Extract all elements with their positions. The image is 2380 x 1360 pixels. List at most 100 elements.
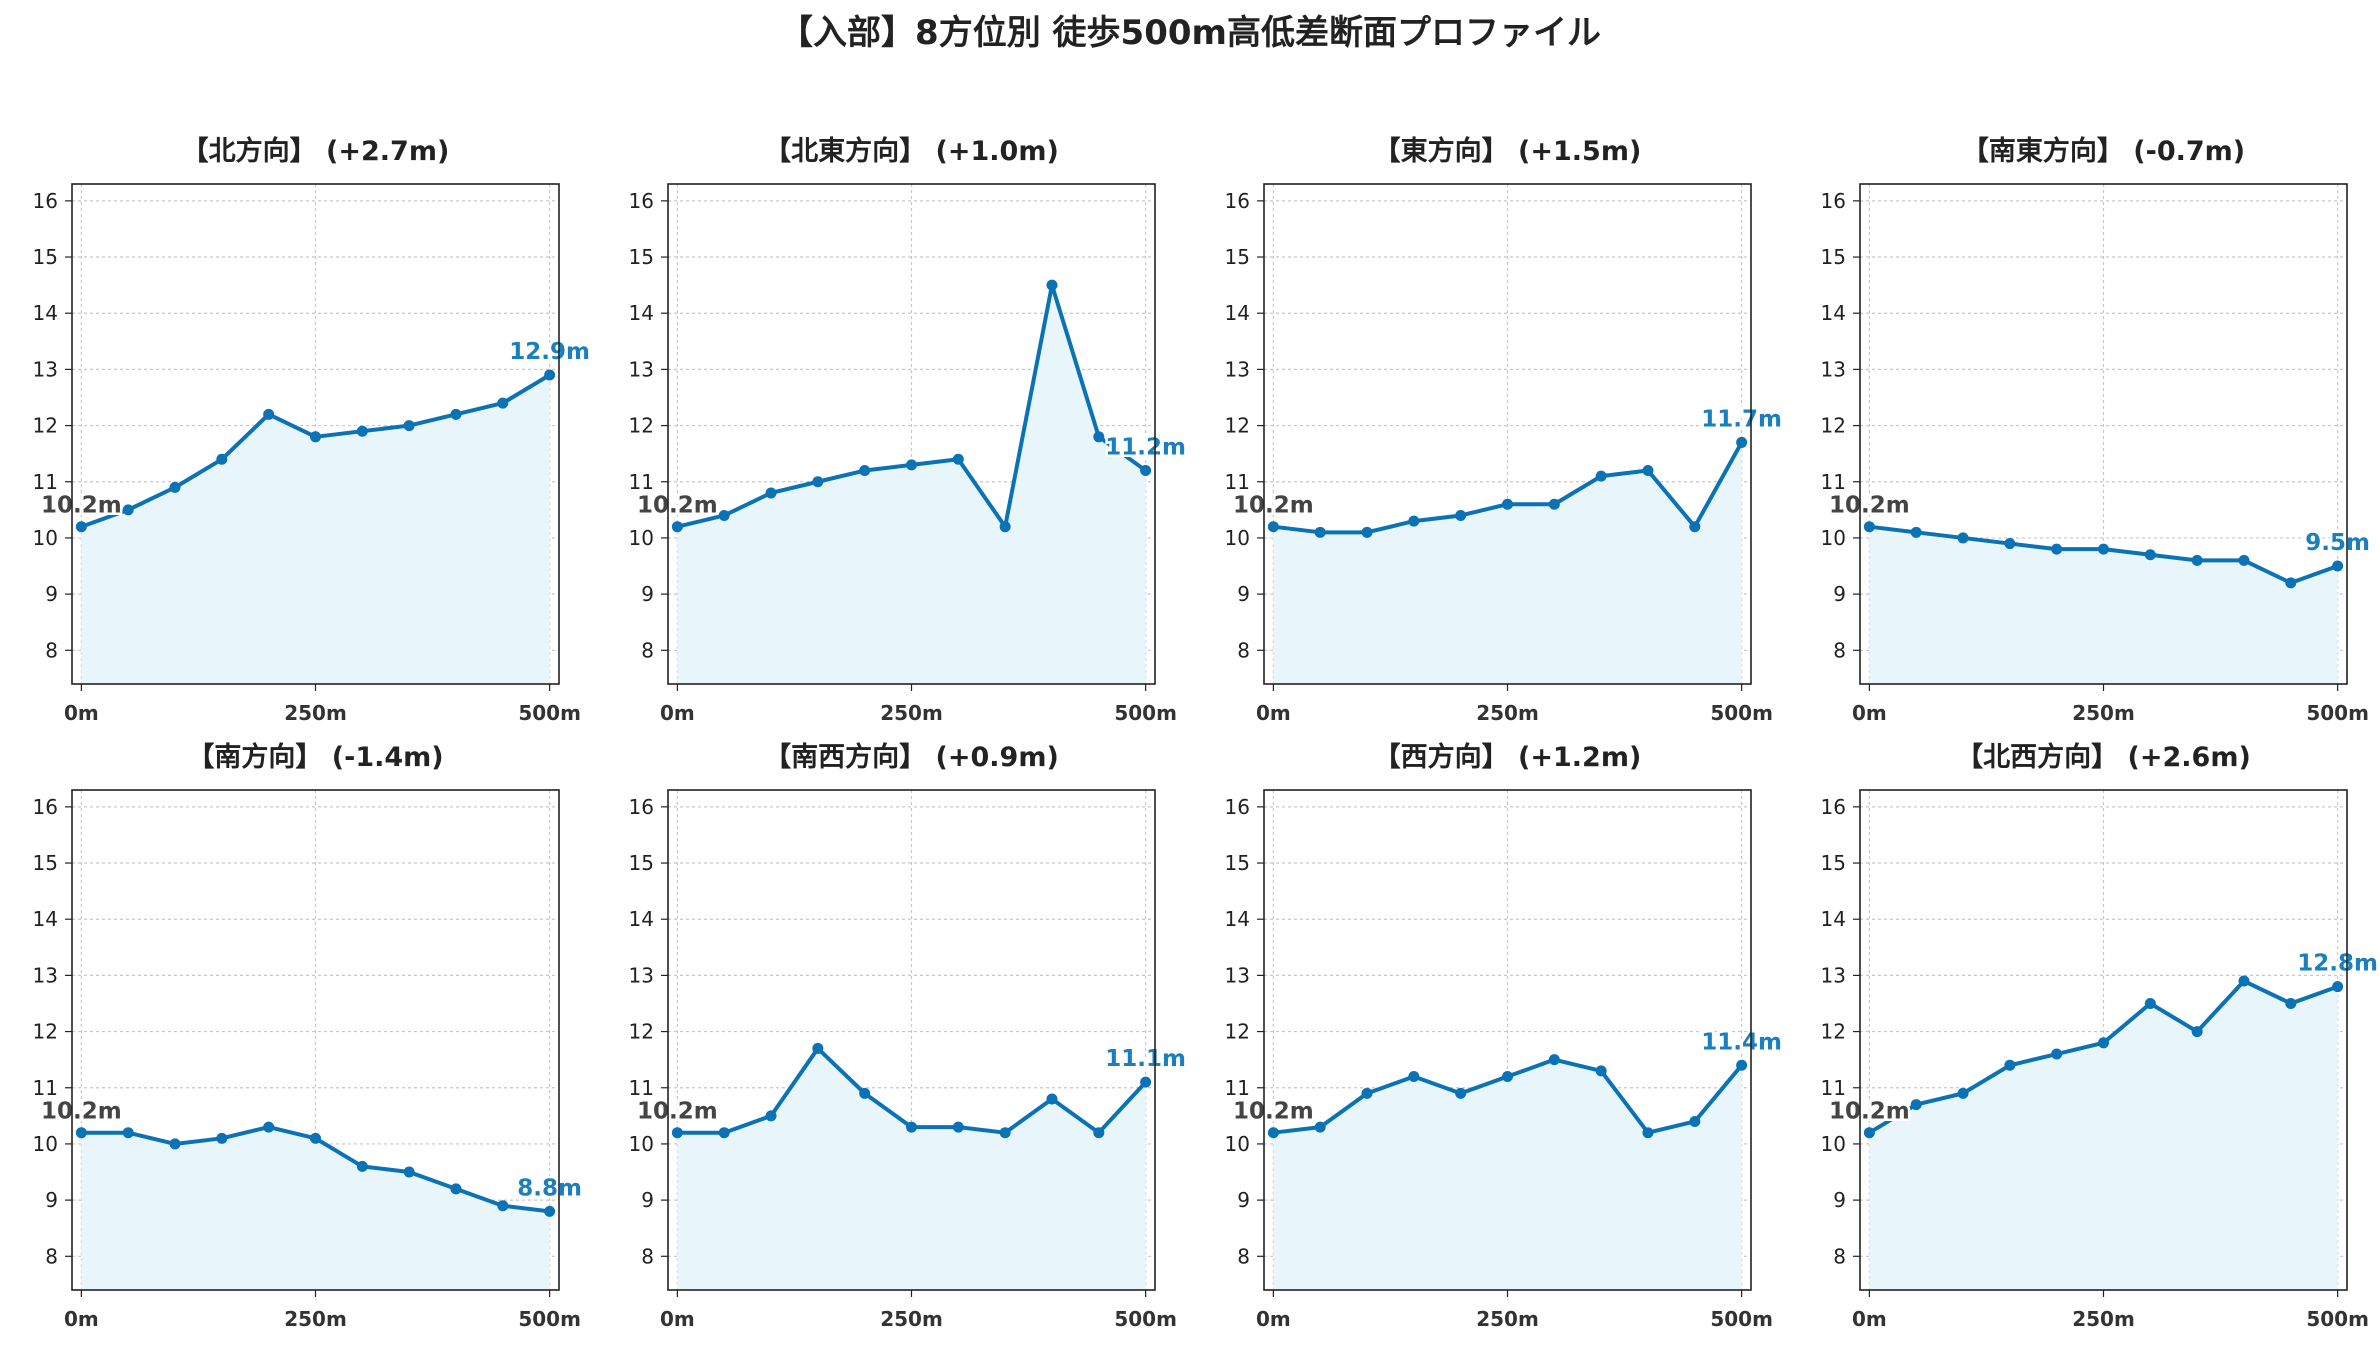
- y-tick-label: 13: [1821, 963, 1846, 987]
- data-point: [1548, 498, 1560, 510]
- data-point: [1140, 465, 1152, 477]
- x-tick-label: 0m: [660, 701, 695, 725]
- data-point: [2004, 1059, 2016, 1071]
- data-point: [765, 1110, 777, 1122]
- data-point: [1863, 1127, 1875, 1139]
- y-tick-label: 14: [33, 301, 58, 325]
- x-tick-label: 0m: [64, 1307, 99, 1331]
- data-point: [1910, 526, 1922, 538]
- y-tick-label: 12: [1225, 1020, 1250, 1044]
- data-point: [1314, 526, 1326, 538]
- x-tick-label: 250m: [284, 701, 347, 725]
- x-tick-label: 0m: [660, 1307, 695, 1331]
- y-tick-label: 12: [33, 1020, 58, 1044]
- y-tick-label: 9: [1237, 1188, 1250, 1212]
- elevation-area-fill: [677, 285, 1146, 684]
- data-point: [2238, 554, 2250, 566]
- y-tick-label: 12: [1821, 414, 1846, 438]
- y-tick-label: 10: [1225, 1132, 1250, 1156]
- data-point: [122, 504, 134, 516]
- data-point: [1642, 465, 1654, 477]
- start-elevation-label: 10.2m: [41, 1099, 122, 1125]
- plot-frame: [1859, 789, 2348, 1291]
- y-tick-label: 8: [1833, 1244, 1846, 1268]
- data-point: [859, 1087, 871, 1099]
- data-point: [1408, 1071, 1420, 1083]
- data-point: [2098, 1037, 2109, 1049]
- y-tick-label: 14: [1821, 301, 1846, 325]
- data-point: [1548, 1054, 1560, 1066]
- y-tick-label: 14: [33, 907, 58, 931]
- elevation-area-fill: [677, 1048, 1146, 1290]
- data-point: [1910, 1099, 1922, 1111]
- data-point: [671, 1127, 683, 1139]
- data-point: [1361, 1087, 1373, 1099]
- data-point: [169, 1138, 181, 1150]
- data-point: [1689, 521, 1701, 533]
- y-tick-label: 9: [1833, 582, 1846, 606]
- panel-title: 【南西方向】 (+0.9m): [764, 741, 1059, 773]
- panel-title: 【北西方向】 (+2.6m): [1956, 741, 2251, 773]
- y-tick-label: 9: [1833, 1188, 1846, 1212]
- data-point: [952, 1121, 964, 1133]
- x-tick-label: 250m: [880, 1307, 943, 1331]
- data-point: [999, 1127, 1011, 1139]
- y-tick-label: 10: [629, 1132, 654, 1156]
- chart-panel-8: 【北西方向】 (+2.6m) 8 9 10 11 12 13 14 15 16 0m 250m 500m…: [1821, 741, 2380, 1331]
- x-tick-label: 500m: [2306, 1307, 2369, 1331]
- x-tick-label: 0m: [1852, 1307, 1887, 1331]
- data-point: [310, 1132, 321, 1144]
- y-tick-label: 15: [629, 851, 654, 875]
- y-tick-label: 12: [629, 414, 654, 438]
- y-tick-label: 14: [1821, 907, 1846, 931]
- chart-panel-7: 【西方向】 (+1.2m) 8 9 10 11 12 13 14 15 16 0m 250m 500m 1…: [1225, 741, 1785, 1331]
- y-tick-label: 14: [629, 301, 654, 325]
- y-tick-label: 13: [629, 357, 654, 381]
- y-tick-label: 11: [33, 470, 58, 494]
- x-tick-label: 500m: [1114, 701, 1177, 725]
- y-tick-label: 16: [1225, 795, 1250, 819]
- chart-panel-2: 【北東方向】 (+1.0m) 8 9 10 11 12 13 14 15 16 0m 250m 500m…: [629, 135, 1189, 725]
- y-tick-label: 15: [33, 851, 58, 875]
- x-tick-label: 250m: [1476, 1307, 1539, 1331]
- y-tick-label: 13: [629, 963, 654, 987]
- data-point: [263, 408, 275, 420]
- elevation-area-fill: [1869, 981, 2338, 1290]
- data-point: [356, 1160, 368, 1172]
- y-tick-label: 8: [1237, 1244, 1250, 1268]
- data-point: [906, 459, 917, 471]
- data-point: [75, 1127, 87, 1139]
- data-point: [2051, 1048, 2063, 1060]
- y-tick-label: 12: [33, 414, 58, 438]
- panel-title: 【東方向】 (+1.5m): [1374, 135, 1642, 167]
- y-tick-label: 8: [45, 1244, 58, 1268]
- end-elevation-label: 11.7m: [1701, 406, 1782, 432]
- y-tick-label: 11: [1225, 1076, 1250, 1100]
- data-point: [1455, 1087, 1467, 1099]
- data-point: [2285, 997, 2297, 1009]
- data-point: [1314, 1121, 1326, 1133]
- data-point: [2144, 997, 2156, 1009]
- y-tick-label: 11: [629, 1076, 654, 1100]
- y-tick-label: 14: [1225, 301, 1250, 325]
- chart-panel-6: 【南西方向】 (+0.9m) 8 9 10 11 12 13 14 15 16 0m 250m 500m…: [629, 741, 1189, 1331]
- data-point: [544, 1205, 556, 1217]
- data-point: [1736, 436, 1748, 448]
- data-point: [1957, 532, 1969, 544]
- data-point: [403, 1166, 415, 1178]
- y-tick-label: 8: [641, 638, 654, 662]
- data-point: [1502, 1071, 1513, 1083]
- data-point: [999, 521, 1011, 533]
- data-point: [812, 476, 824, 488]
- y-tick-label: 13: [33, 963, 58, 987]
- plot-frame: [1263, 789, 1752, 1291]
- data-point: [450, 1183, 462, 1195]
- y-tick-label: 11: [629, 470, 654, 494]
- y-tick-label: 11: [1821, 1076, 1846, 1100]
- data-point: [2098, 543, 2109, 555]
- data-point: [1361, 526, 1373, 538]
- data-point: [2238, 975, 2250, 987]
- data-point: [952, 453, 964, 465]
- data-point: [497, 397, 509, 409]
